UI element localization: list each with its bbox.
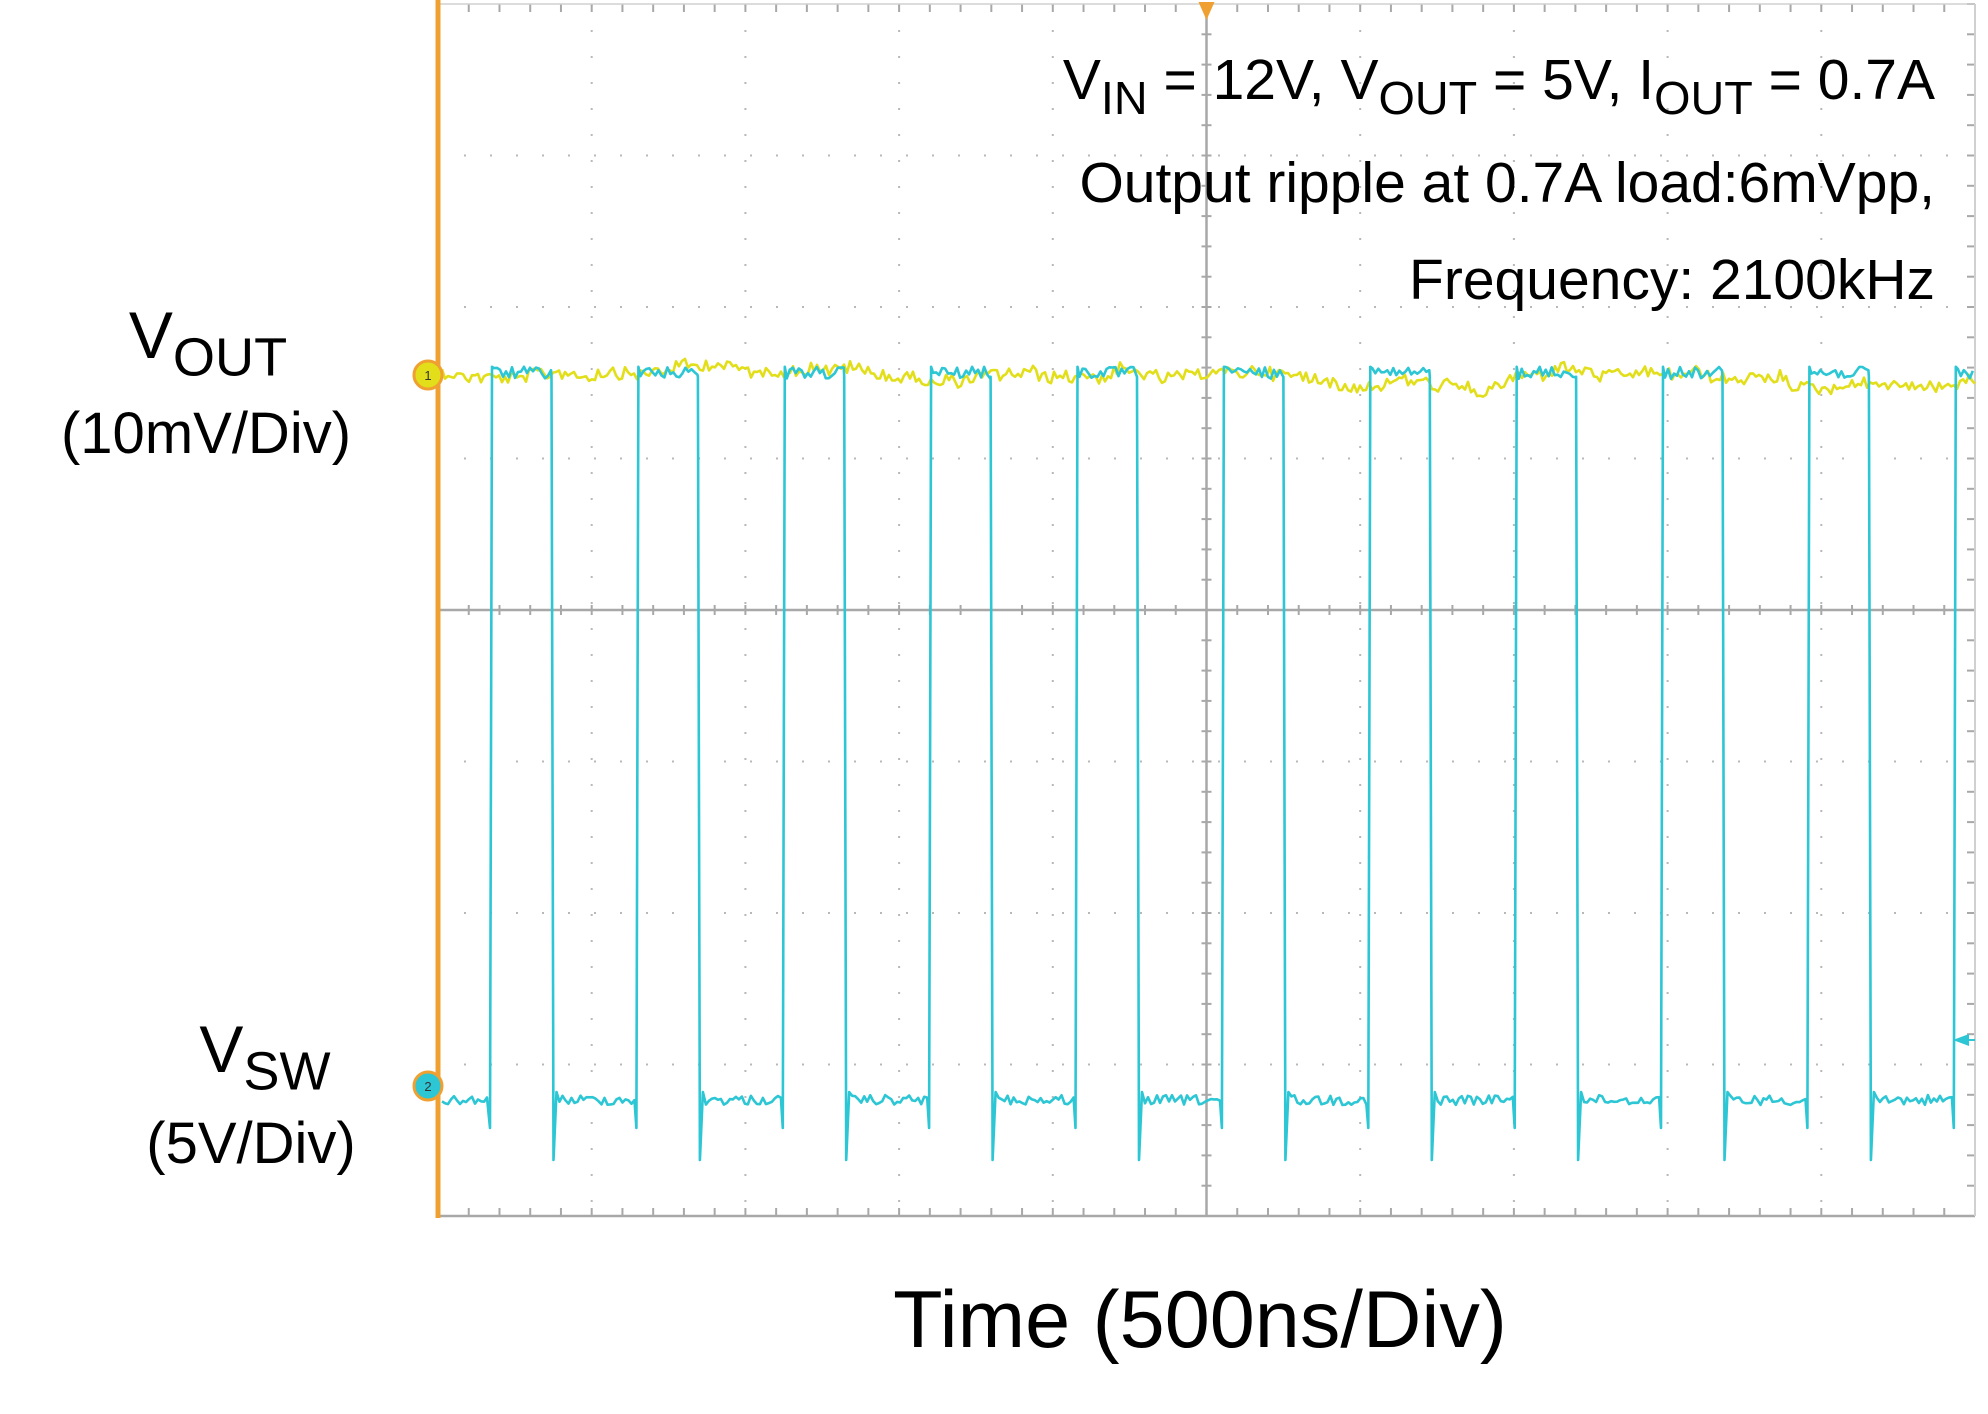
vin-symbol: V xyxy=(1062,48,1101,112)
annotation-line-2: Output ripple at 0.7A load:6mVpp, xyxy=(1079,151,1935,215)
traces xyxy=(440,357,1976,1162)
vout-symbol: V xyxy=(1340,48,1379,112)
grid xyxy=(435,0,1976,1218)
vsw-switching-trace xyxy=(441,365,1975,1162)
vout-ripple-trace xyxy=(440,357,1976,398)
vsw-scale-label: (5V/Div) xyxy=(146,1111,356,1176)
vout-channel-label: VOUT xyxy=(108,302,308,384)
vout-label-main: V xyxy=(128,298,173,372)
vsw-label-main: V xyxy=(199,1012,244,1086)
ch2-marker-circle xyxy=(412,1070,444,1102)
ch1-marker-circle xyxy=(412,359,444,391)
iout-subscript: OUT xyxy=(1654,71,1753,124)
vout-label-sub: OUT xyxy=(172,327,288,388)
vout-subscript: OUT xyxy=(1378,71,1478,124)
annotation-line-1: VIN = 12V, VOUT = 5V, IOUT = 0.7A xyxy=(1063,52,1935,122)
ch1-marker-number: 1 xyxy=(424,368,431,383)
iout-value: = 0.7A xyxy=(1752,48,1935,112)
vin-subscript: IN xyxy=(1100,71,1148,124)
channel-markers: 12 xyxy=(412,359,1975,1102)
trigger-position-marker xyxy=(1198,2,1215,20)
x-axis-label: Time (500ns/Div) xyxy=(893,1275,1507,1365)
vout-value: = 5V, xyxy=(1477,48,1639,112)
vsw-label-sub: SW xyxy=(243,1041,331,1102)
ch2-marker-number: 2 xyxy=(424,1079,431,1094)
ch2-marker: 2 xyxy=(412,1070,444,1102)
iout-symbol: I xyxy=(1638,48,1655,112)
ch1-marker: 1 xyxy=(412,359,444,391)
ch2-level-arrow xyxy=(1953,1034,1969,1046)
vout-scale-label: (10mV/Div) xyxy=(60,401,352,466)
vin-value: = 12V, xyxy=(1147,48,1341,112)
annotation-line-3: Frequency: 2100kHz xyxy=(1409,248,1935,312)
vsw-channel-label: VSW xyxy=(165,1016,365,1098)
